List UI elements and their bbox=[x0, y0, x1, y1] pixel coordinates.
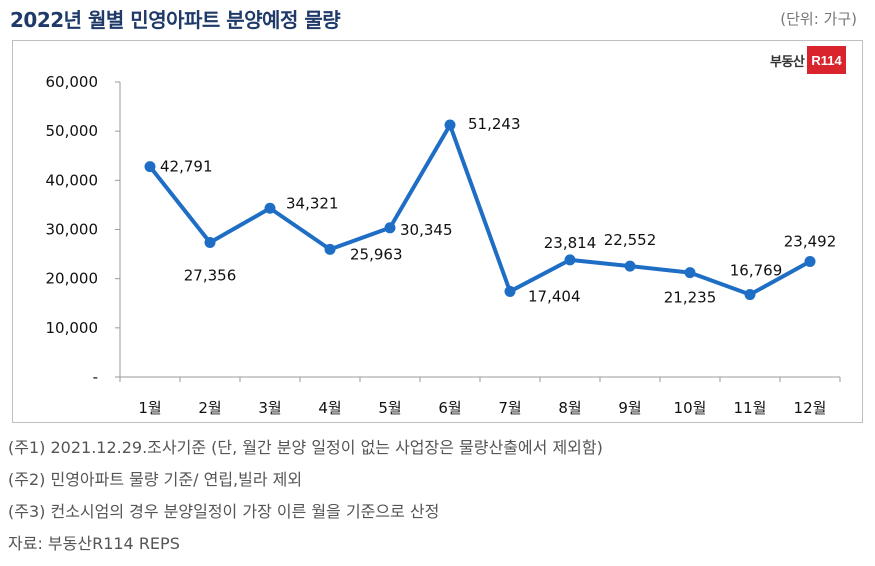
data-label: 34,321 bbox=[286, 194, 339, 212]
unit-label: (단위: 가구) bbox=[780, 10, 857, 28]
x-tick-labels: 1월 2월 3월 4월 5월 6월 7월 8월 9월 10월 11월 12월 bbox=[138, 399, 826, 417]
series-line bbox=[148, 123, 811, 297]
data-label: 23,492 bbox=[784, 232, 837, 250]
x-tick-label: 12월 bbox=[794, 399, 827, 417]
x-tick-label: 6월 bbox=[438, 399, 461, 417]
x-tick-label: 2월 bbox=[198, 399, 221, 417]
data-label: 21,235 bbox=[664, 289, 717, 307]
data-point bbox=[204, 236, 216, 248]
data-label: 25,963 bbox=[350, 245, 403, 263]
data-point bbox=[804, 255, 816, 267]
footnote-3: (주3) 컨소시엄의 경우 분양일정이 가장 이른 월을 기준으로 산정 bbox=[8, 502, 440, 521]
data-labels: 42,791 27,356 34,321 25,963 30,345 51,243 17,4… bbox=[160, 115, 836, 307]
data-point bbox=[264, 202, 276, 214]
data-label: 22,552 bbox=[604, 231, 657, 249]
data-point bbox=[504, 285, 516, 297]
data-point bbox=[744, 289, 756, 301]
x-tick-label: 11월 bbox=[734, 399, 767, 417]
data-label: 23,814 bbox=[544, 234, 597, 252]
logo-text: 부동산 bbox=[770, 54, 805, 70]
axes bbox=[115, 81, 841, 382]
line-chart: - 10,000 20,000 30,000 40,000 50,000 60,000 1월… bbox=[46, 73, 841, 417]
chart-frame bbox=[12, 40, 863, 423]
x-tick-label: 5월 bbox=[378, 399, 401, 417]
footnote-1: (주1) 2021.12.29.조사기준 (단, 월간 분양 일정이 없는 사업… bbox=[8, 438, 603, 457]
x-tick-label: 8월 bbox=[558, 399, 581, 417]
y-tick-label: 50,000 bbox=[46, 122, 99, 140]
data-label: 51,243 bbox=[468, 115, 521, 133]
y-tick-label: 30,000 bbox=[46, 221, 99, 239]
chart-title: 2022년 월별 민영아파트 분양예정 물량 bbox=[10, 8, 341, 32]
data-point bbox=[444, 119, 456, 131]
data-point bbox=[384, 222, 396, 234]
y-tick-label: 10,000 bbox=[46, 319, 99, 337]
data-point bbox=[564, 254, 576, 266]
data-label: 17,404 bbox=[528, 287, 581, 305]
x-tick-label: 7월 bbox=[498, 399, 521, 417]
logo-badge: R114 bbox=[807, 46, 846, 74]
y-tick-label: 20,000 bbox=[46, 270, 99, 288]
footnotes: (주1) 2021.12.29.조사기준 (단, 월간 분양 일정이 없는 사업… bbox=[8, 432, 603, 560]
source-note: 자료: 부동산R114 REPS bbox=[8, 534, 180, 553]
data-point bbox=[684, 267, 696, 279]
data-point bbox=[144, 161, 156, 173]
data-label: 30,345 bbox=[400, 221, 453, 239]
data-label: 42,791 bbox=[160, 158, 213, 176]
r114-logo: 부동산 R114 bbox=[770, 46, 846, 74]
data-label: 27,356 bbox=[184, 266, 237, 284]
data-label: 16,769 bbox=[730, 262, 783, 280]
data-points bbox=[144, 119, 816, 301]
y-tick-label: 40,000 bbox=[46, 171, 99, 189]
x-tick-label: 9월 bbox=[618, 399, 641, 417]
x-tick-label: 1월 bbox=[138, 399, 161, 417]
x-tick-label: 10월 bbox=[674, 399, 707, 417]
y-tick-label: - bbox=[93, 368, 98, 386]
x-tick-label: 4월 bbox=[318, 399, 341, 417]
x-tick-label: 3월 bbox=[258, 399, 281, 417]
y-tick-labels: - 10,000 20,000 30,000 40,000 50,000 60,000 bbox=[46, 73, 99, 386]
y-tick-label: 60,000 bbox=[46, 73, 99, 91]
data-point bbox=[324, 243, 336, 255]
footnote-2: (주2) 민영아파트 물량 기준/ 연립,빌라 제외 bbox=[8, 470, 303, 489]
data-point bbox=[624, 260, 636, 272]
